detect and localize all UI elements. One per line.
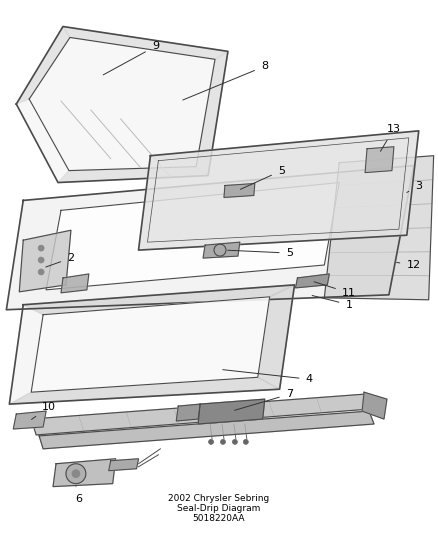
Circle shape — [243, 439, 248, 445]
Text: 9: 9 — [103, 42, 159, 75]
Polygon shape — [295, 274, 328, 288]
Text: 5: 5 — [240, 166, 284, 189]
Polygon shape — [46, 182, 339, 290]
Circle shape — [38, 257, 44, 263]
Polygon shape — [39, 411, 373, 449]
Polygon shape — [257, 285, 294, 389]
Polygon shape — [198, 399, 264, 424]
Polygon shape — [13, 411, 46, 429]
Text: 1: 1 — [311, 295, 352, 310]
Circle shape — [72, 470, 80, 478]
Polygon shape — [364, 147, 393, 173]
Polygon shape — [223, 183, 254, 197]
Text: 4: 4 — [222, 370, 312, 384]
Text: 13: 13 — [380, 124, 400, 151]
Polygon shape — [196, 51, 227, 175]
Text: 10: 10 — [32, 402, 56, 419]
Text: 7: 7 — [234, 389, 293, 410]
Circle shape — [66, 464, 86, 483]
Polygon shape — [58, 167, 208, 182]
Polygon shape — [31, 394, 368, 435]
Polygon shape — [203, 242, 239, 258]
Text: 8: 8 — [182, 61, 268, 100]
Circle shape — [220, 439, 225, 445]
Polygon shape — [53, 459, 115, 487]
Polygon shape — [9, 377, 279, 404]
Circle shape — [38, 269, 44, 275]
Circle shape — [38, 245, 44, 251]
Polygon shape — [176, 404, 200, 421]
Text: 5: 5 — [227, 248, 293, 258]
Text: 2: 2 — [46, 253, 74, 267]
Text: 6: 6 — [75, 487, 82, 504]
Polygon shape — [9, 285, 294, 404]
Text: 2002 Chrysler Sebring
Seal-Drip Diagram
5018220AA: 2002 Chrysler Sebring Seal-Drip Diagram … — [168, 494, 269, 523]
Circle shape — [208, 439, 213, 445]
Polygon shape — [109, 459, 138, 471]
Polygon shape — [324, 156, 433, 300]
Polygon shape — [361, 392, 386, 419]
Circle shape — [232, 439, 237, 445]
Polygon shape — [6, 166, 413, 310]
Text: 12: 12 — [396, 260, 420, 270]
Polygon shape — [63, 27, 227, 59]
Polygon shape — [16, 27, 227, 182]
Polygon shape — [16, 27, 70, 104]
Polygon shape — [19, 230, 71, 292]
Polygon shape — [61, 274, 88, 293]
Polygon shape — [138, 131, 418, 250]
Polygon shape — [23, 285, 294, 314]
Text: 11: 11 — [313, 282, 355, 298]
Polygon shape — [31, 297, 269, 392]
Text: 3: 3 — [406, 181, 421, 192]
